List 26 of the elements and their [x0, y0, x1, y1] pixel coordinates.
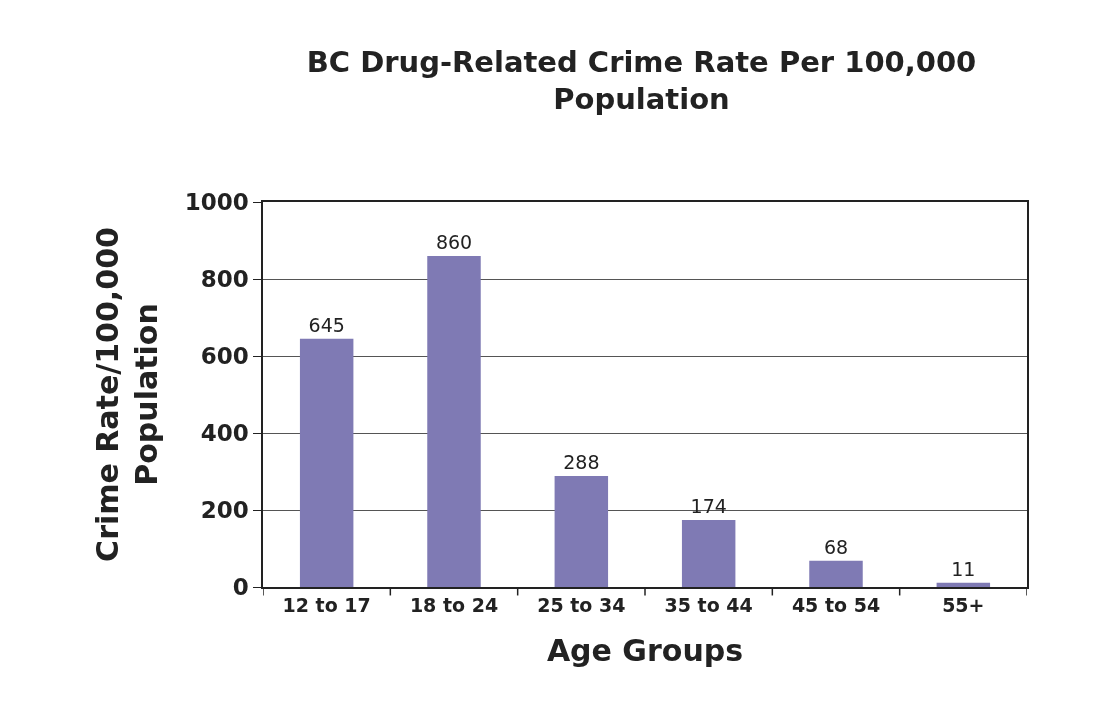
y-tick-label: 1000: [184, 189, 249, 216]
x-tick-label: 12 to 17: [282, 593, 371, 616]
bar: [554, 476, 609, 587]
x-tick-label: 45 to 54: [791, 593, 881, 616]
x-tick-label: 35 to 44: [664, 593, 753, 616]
bar: [681, 520, 736, 587]
y-tick-label: 200: [200, 497, 249, 524]
x-tick-label: 18 to 24: [409, 593, 499, 616]
data-label: 288: [563, 451, 600, 474]
y-tick-label: 600: [200, 343, 249, 370]
y-tick-label: 800: [200, 266, 249, 293]
chart-title: BC Drug-Related Crime Rate Per 100,000 Population: [306, 44, 977, 117]
data-label: 860: [435, 230, 473, 253]
x-tick-label: 25 to 34: [537, 593, 626, 616]
data-label: 11: [951, 557, 976, 580]
bar: [936, 582, 991, 587]
y-tick-label: 400: [200, 420, 249, 447]
bar: [427, 255, 481, 587]
x-tick-label: 55+: [942, 593, 985, 616]
bar: [299, 338, 354, 587]
data-label: 645: [308, 313, 345, 336]
y-tick-label: 0: [232, 574, 249, 601]
x-axis-title: Age Groups: [546, 632, 744, 668]
data-label: 68: [823, 535, 849, 558]
y-axis-title: Crime Rate/100,000 Population: [90, 227, 165, 562]
bar: [809, 560, 863, 587]
